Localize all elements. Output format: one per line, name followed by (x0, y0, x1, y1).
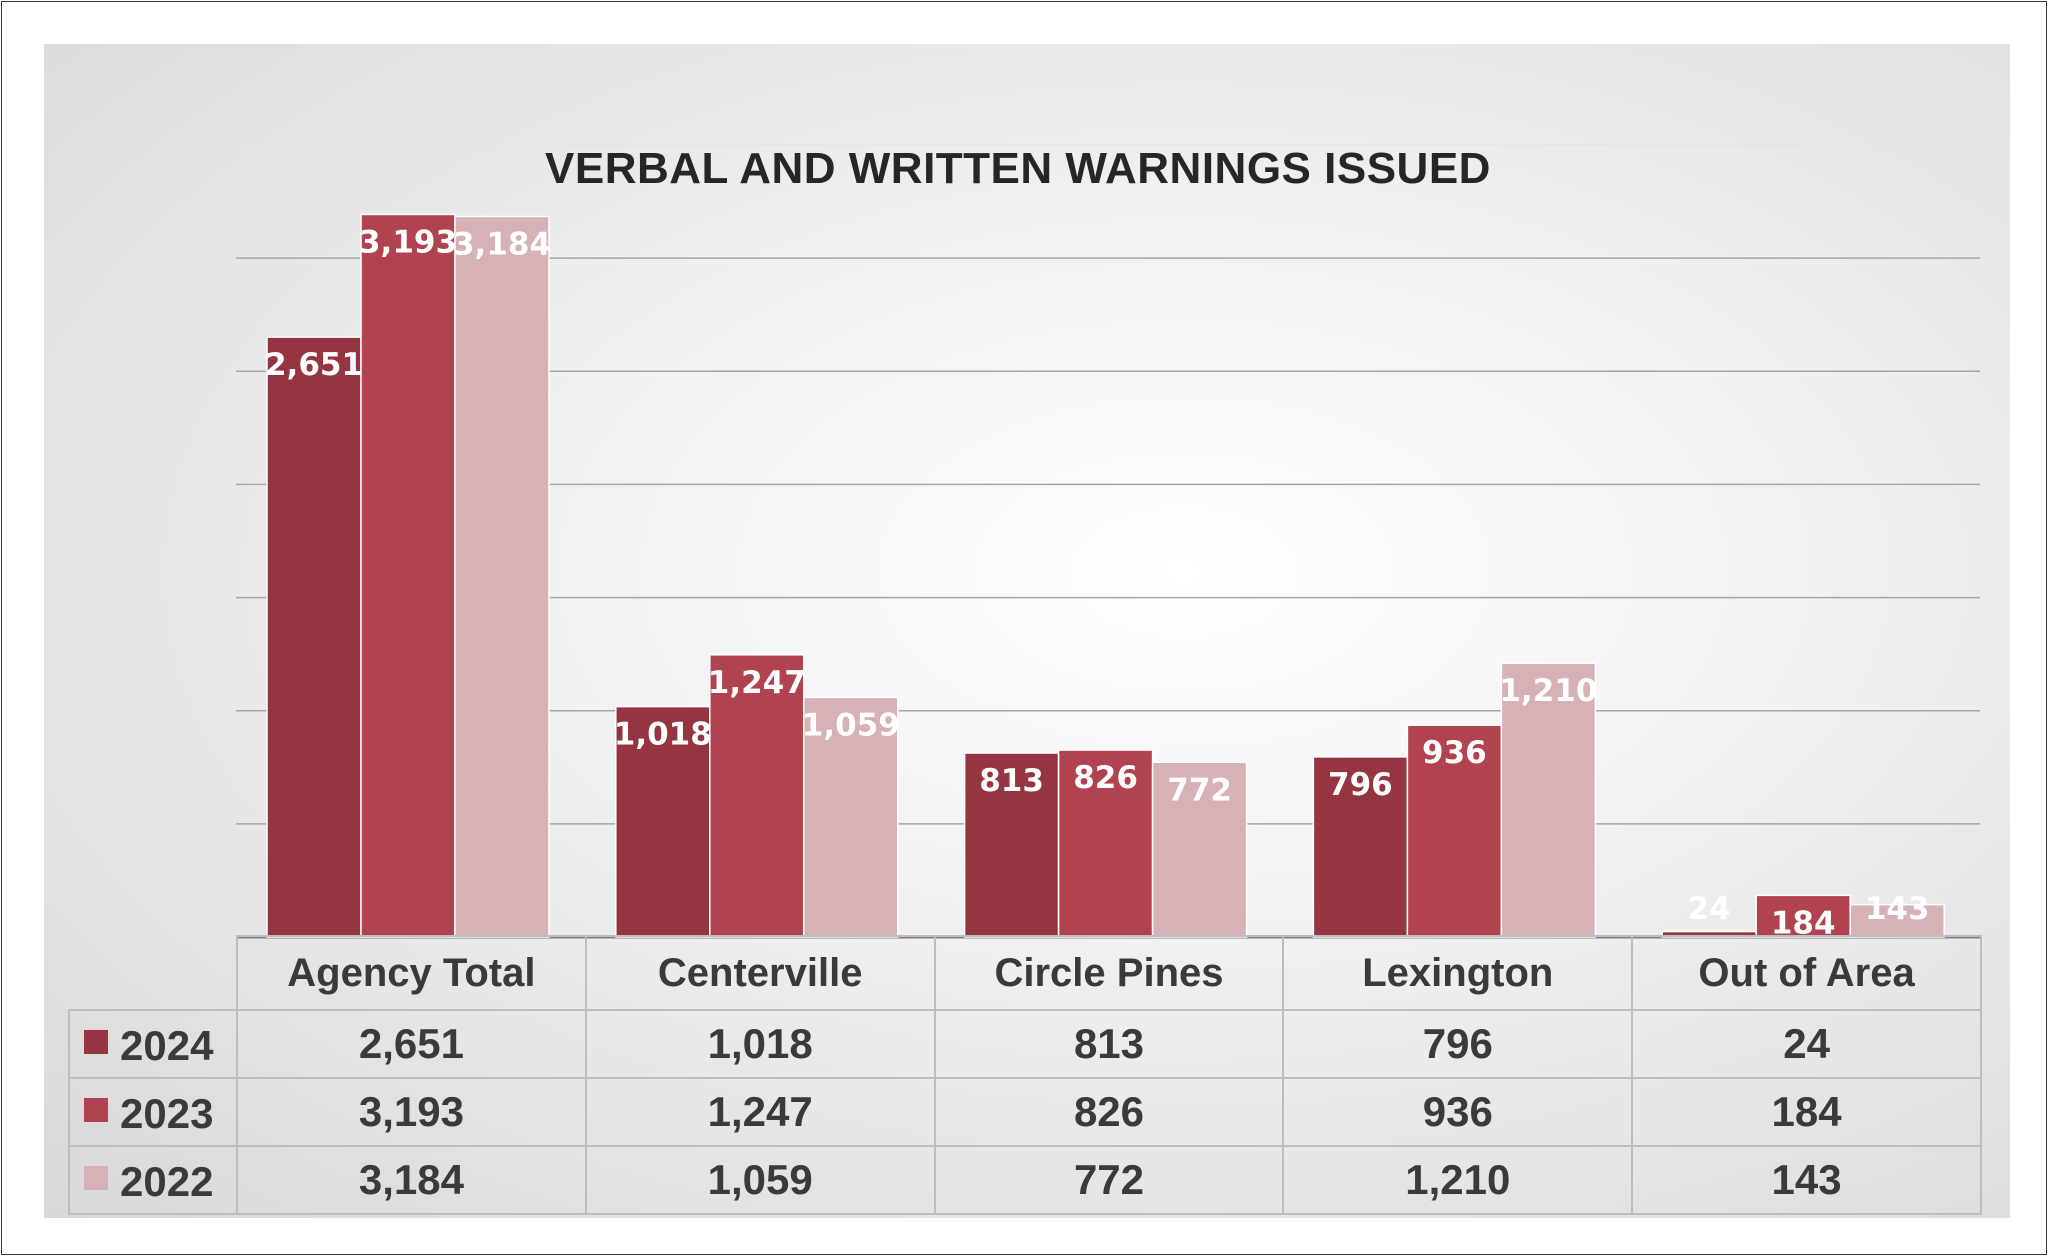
table-corner-cell (69, 936, 238, 1011)
bar-data-label: 772 (1167, 772, 1232, 808)
table-header-row: Agency Total Centerville Circle Pines Lexin… (69, 935, 1982, 1011)
table-value-cell: 1,059 (584, 1145, 936, 1215)
bar-data-label: 813 (979, 763, 1044, 799)
category-label: Lexington (1282, 935, 1634, 1011)
bar-data-label: 1,210 (1499, 673, 1597, 709)
table-row: 2024 2,651 1,018 813 796 24 (68, 1009, 1982, 1079)
bar-data-label: 2,651 (265, 347, 363, 383)
table-value-cell: 796 (1282, 1009, 1634, 1079)
bar-2023-lexington (1406, 724, 1503, 938)
legend-series-name: 2022 (120, 1157, 214, 1205)
chart-data-table: Agency Total Centerville Circle Pines Lexin… (68, 935, 1982, 1215)
bar-data-label: 24 (1688, 891, 1731, 927)
table-value-cell: 813 (933, 1009, 1285, 1079)
bar-2022-centerville (803, 696, 899, 938)
bar-2024-lexington (1312, 756, 1409, 938)
legend-series-name: 2024 (120, 1021, 214, 1069)
bar-2022-out-of-area (1849, 903, 1945, 938)
bar-data-label: 1,059 (802, 707, 900, 743)
table-value-cell: 1,247 (584, 1077, 936, 1147)
table-value-cell: 24 (1631, 1009, 1982, 1079)
bars (266, 213, 1945, 938)
bar-2022-agency-total (454, 215, 550, 938)
legend-entry: 2023 (68, 1077, 238, 1147)
table-row: 2022 3,184 1,059 772 1,210 143 (68, 1145, 1982, 1215)
table-value-cell: 772 (933, 1145, 1285, 1215)
bar-2024-agency-total (266, 336, 362, 938)
table-value-cell: 3,184 (236, 1145, 587, 1215)
bar-data-label: 1,018 (614, 717, 712, 753)
bar-data-label: 826 (1073, 760, 1138, 796)
table-row: 2023 3,193 1,247 826 936 184 (68, 1077, 1982, 1147)
bar-data-label: 1,247 (708, 665, 806, 701)
bar-2022-lexington (1500, 662, 1597, 938)
legend-series-name: 2023 (120, 1089, 214, 1137)
table-value-cell: 143 (1631, 1145, 1982, 1215)
bar-data-label: 143 (1865, 891, 1930, 927)
table-value-cell: 2,651 (236, 1009, 587, 1079)
table-value-cell: 3,193 (236, 1077, 587, 1147)
legend-entry: 2024 (68, 1009, 238, 1079)
table-value-cell: 184 (1631, 1077, 1982, 1147)
category-label: Circle Pines (933, 935, 1285, 1011)
legend-entry: 2022 (68, 1145, 238, 1215)
table-value-cell: 1,018 (584, 1009, 936, 1079)
bar-2022-circle-pines (1151, 761, 1248, 938)
legend-key-swatch (84, 1030, 108, 1055)
bar-data-label: 796 (1328, 767, 1393, 803)
legend-key-swatch (84, 1166, 108, 1191)
bar-2024-centerville (615, 705, 711, 938)
category-label: Centerville (584, 935, 936, 1011)
bar-2023-agency-total (360, 213, 456, 938)
bar-data-label: 936 (1422, 735, 1487, 771)
bar-2023-centerville (709, 654, 805, 938)
chart-title: VERBAL AND WRITTEN WARNINGS ISSUED (545, 144, 1491, 193)
table-value-cell: 936 (1282, 1077, 1634, 1147)
bar-data-label: 3,184 (453, 227, 551, 263)
category-label: Out of Area (1631, 935, 1982, 1011)
table-value-cell: 826 (933, 1077, 1285, 1147)
category-label: Agency Total (236, 935, 587, 1011)
table-value-cell: 1,210 (1282, 1145, 1634, 1215)
legend-key-swatch (84, 1098, 108, 1123)
bar-data-label: 3,193 (359, 224, 457, 260)
